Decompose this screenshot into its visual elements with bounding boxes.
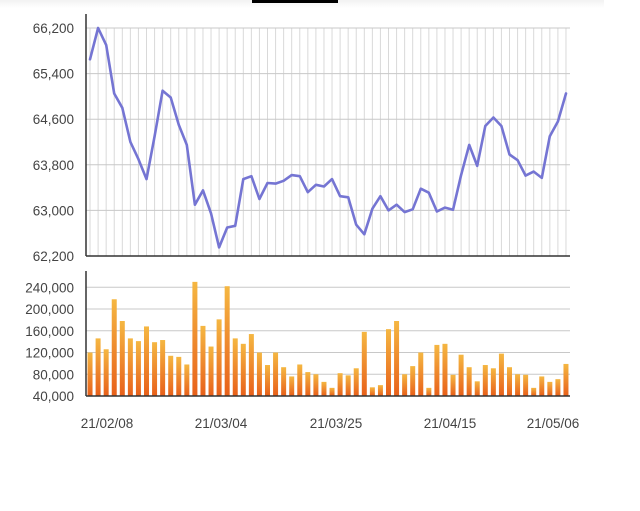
volume-bar xyxy=(281,367,287,396)
volume-y-tick-label: 200,000 xyxy=(25,302,74,317)
price-y-tick-label: 65,400 xyxy=(33,67,74,82)
top-tab-indicator xyxy=(252,0,338,3)
volume-bar xyxy=(369,387,375,396)
volume-bar xyxy=(361,331,367,396)
x-tick-label: 21/02/08 xyxy=(81,416,134,431)
volume-bar xyxy=(506,367,513,396)
volume-bar xyxy=(232,338,238,396)
volume-bar xyxy=(458,354,464,396)
volume-bar xyxy=(523,374,529,396)
volume-bar xyxy=(192,281,198,396)
volume-y-tick-label: 240,000 xyxy=(25,280,74,295)
volume-bar xyxy=(410,366,416,396)
volume-bar xyxy=(402,374,408,396)
price-y-tick-label: 64,600 xyxy=(33,112,74,127)
volume-bar xyxy=(95,338,101,396)
volume-bar xyxy=(490,368,496,396)
volume-bar xyxy=(498,353,504,396)
x-tick-label: 21/05/06 xyxy=(527,416,580,431)
x-tick-label: 21/04/15 xyxy=(424,416,477,431)
volume-bar xyxy=(434,344,440,396)
volume-bar xyxy=(168,355,174,396)
volume-bar xyxy=(547,381,553,396)
volume-bar xyxy=(394,321,400,396)
volume-bar xyxy=(87,352,93,396)
price-y-tick-label: 62,200 xyxy=(33,249,74,264)
price-series-line xyxy=(88,26,568,249)
volume-panel: 240,000 200,000 160,000 120,000 80,000 40,000… xyxy=(25,271,579,431)
volume-y-tick-label: 40,000 xyxy=(33,389,74,404)
volume-bar xyxy=(482,365,488,396)
volume-bar xyxy=(385,329,392,396)
volume-bar xyxy=(135,341,141,396)
volume-bar xyxy=(216,319,222,396)
volume-bar xyxy=(313,374,319,396)
top-shade xyxy=(0,0,604,8)
volume-bar xyxy=(555,379,561,396)
volume-bar xyxy=(160,340,166,396)
volume-bar xyxy=(515,374,521,396)
volume-bar xyxy=(208,346,214,396)
price-y-tick-label: 66,200 xyxy=(33,21,74,36)
volume-bar xyxy=(466,367,472,396)
volume-bar xyxy=(289,376,295,396)
volume-bar xyxy=(377,385,383,396)
volume-bar xyxy=(111,299,117,396)
volume-bar xyxy=(539,376,545,396)
volume-bar xyxy=(297,364,303,396)
volume-bar xyxy=(143,326,150,396)
volume-bar xyxy=(103,349,109,396)
volume-bar xyxy=(184,364,190,396)
volume-bar xyxy=(329,387,335,396)
volume-bar xyxy=(152,342,158,396)
volume-bar xyxy=(418,352,424,396)
volume-bar xyxy=(426,387,432,396)
volume-bar xyxy=(353,368,359,396)
volume-y-tick-label: 80,000 xyxy=(33,367,74,382)
volume-bar xyxy=(345,375,351,396)
x-tick-label: 21/03/25 xyxy=(310,416,363,431)
price-y-tick-label: 63,000 xyxy=(33,203,74,218)
volume-bar xyxy=(337,373,343,396)
volume-bar xyxy=(563,363,569,396)
volume-bar xyxy=(119,321,125,396)
volume-bar xyxy=(474,381,480,396)
price-panel: 66,200 65,400 64,600 63,800 63,000 62,200 xyxy=(33,14,570,264)
volume-bar xyxy=(273,352,279,396)
x-tick-label: 21/03/04 xyxy=(195,416,248,431)
volume-bar xyxy=(176,356,182,396)
volume-bar xyxy=(264,365,271,396)
volume-bar xyxy=(127,338,133,396)
volume-bar xyxy=(224,286,230,396)
volume-y-tick-label: 160,000 xyxy=(25,324,74,339)
volume-bar xyxy=(240,343,246,396)
volume-bar xyxy=(321,381,327,396)
volume-y-tick-label: 120,000 xyxy=(25,346,74,361)
volume-bar xyxy=(450,374,456,396)
price-y-tick-label: 63,800 xyxy=(33,158,74,173)
volume-bar xyxy=(305,372,311,396)
volume-bar xyxy=(256,352,262,396)
volume-bar xyxy=(442,343,448,396)
volume-bar xyxy=(200,325,206,396)
volume-bar xyxy=(531,387,537,396)
volume-bar xyxy=(248,334,254,396)
